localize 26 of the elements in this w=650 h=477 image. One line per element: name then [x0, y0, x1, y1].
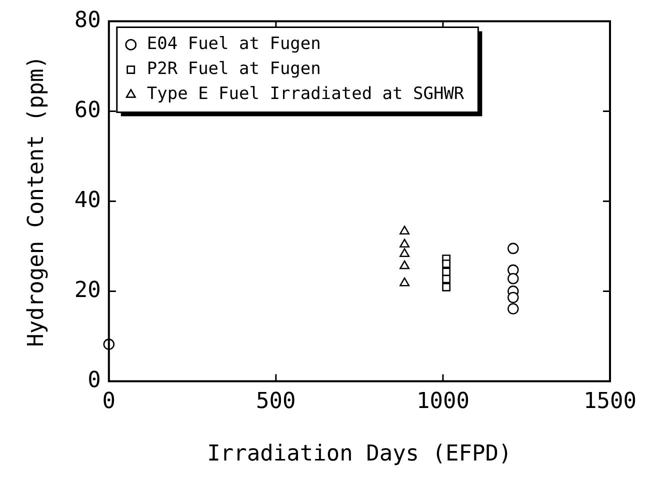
legend-label: Type E Fuel Irradiated at SGHWR	[146, 84, 465, 104]
point	[442, 260, 450, 268]
point	[442, 282, 450, 292]
point	[400, 226, 410, 234]
point	[507, 303, 519, 314]
point	[400, 248, 410, 257]
legend-label: E04 Fuel at Fugen	[146, 34, 321, 54]
x-axis-title: Irradiation Days (EFPD)	[207, 442, 512, 467]
point	[400, 277, 410, 286]
y-tick-label: 0	[88, 368, 101, 393]
x-tick-label: 1000	[416, 389, 470, 414]
point	[507, 242, 519, 254]
y-tick-label: 20	[74, 278, 101, 303]
point	[400, 238, 410, 248]
y-tick-label: 40	[74, 188, 101, 213]
point	[507, 292, 519, 304]
point	[507, 272, 519, 284]
y-axis-title: Hydrogen Content (ppm)	[24, 55, 49, 347]
x-tick-label: 500	[256, 389, 296, 414]
point	[442, 268, 450, 276]
legend-label: P2R Fuel at Fugen	[146, 59, 321, 80]
y-tick-label: 80	[74, 8, 101, 33]
point	[442, 274, 450, 284]
point	[400, 260, 410, 270]
y-tick-label: 60	[74, 98, 101, 123]
x-tick-label: 1500	[584, 389, 636, 414]
